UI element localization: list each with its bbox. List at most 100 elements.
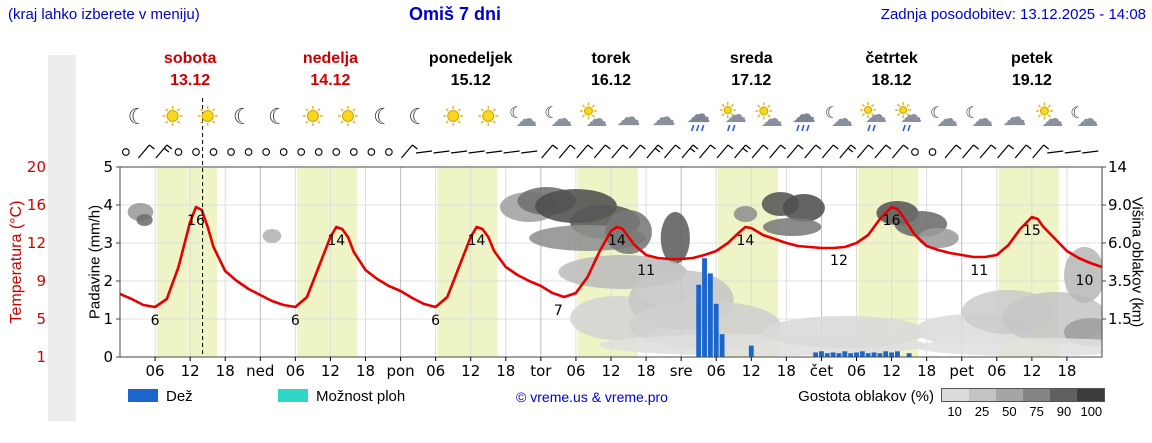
wind-barb-symbol [628, 144, 646, 159]
precip-bar [877, 353, 883, 357]
temp-tick-label: 9 [36, 272, 46, 290]
wind-line-symbol [503, 150, 520, 154]
cloud-blob [605, 210, 652, 254]
rain-legend-label: Dež [166, 388, 193, 405]
wind-calm-symbol [121, 148, 130, 156]
wind-calm-symbol [349, 148, 358, 156]
wind-barb-symbol [593, 144, 611, 159]
precip-bar [894, 351, 900, 357]
svg-text:☾: ☾ [930, 103, 944, 122]
wind-line-symbol [433, 150, 450, 154]
day-name: sobota [163, 50, 217, 67]
cloud-blob [782, 194, 825, 222]
temp-value-label: 7 [554, 303, 563, 319]
x-hour-label: 18 [777, 362, 796, 380]
temp-value-label: 12 [830, 253, 848, 269]
svg-text:☾: ☾ [544, 103, 558, 122]
x-hour-label: 18 [216, 362, 235, 380]
rain-legend-swatch [128, 389, 158, 402]
temp-curve [120, 205, 1102, 309]
temp-value-label: 16 [187, 213, 205, 229]
day-date: 16.12 [590, 72, 632, 89]
cloud-moon-icon: ☾☁ [509, 103, 537, 132]
sun-rain-icon: ☁ [719, 102, 747, 132]
cloud-blob [914, 338, 1102, 356]
temp-value-label: 14 [737, 233, 755, 249]
precip-bar [748, 345, 754, 357]
svg-text:☾: ☾ [825, 103, 839, 122]
wind-barb2-symbol [681, 144, 699, 159]
x-hour-label: 12 [1022, 362, 1041, 380]
svg-text:☾: ☾ [509, 103, 523, 122]
cloud-moon-icon: ☾☁ [544, 103, 572, 132]
wind-barb-symbol [663, 144, 681, 159]
wind-calm-symbol [385, 148, 393, 156]
wind-line-symbol [468, 150, 485, 154]
day-date: 17.12 [731, 72, 772, 89]
cloud-icon: ☁ [617, 103, 641, 131]
wind-barb2-symbol [734, 144, 751, 159]
precip-tick-label: 4 [103, 196, 113, 214]
wind-calm-symbol [279, 148, 288, 156]
cloud-tick-label: 3.5 [1108, 272, 1132, 290]
precip-bar [824, 353, 830, 357]
cloud-blob [917, 228, 959, 248]
sun-icon [197, 106, 218, 126]
day-name: sreda [729, 50, 773, 67]
x-day-label: ned [246, 362, 274, 380]
wind-barb-symbol [576, 144, 594, 159]
precip-bar [842, 351, 848, 357]
sun-cloud-icon: ☁ [755, 102, 783, 132]
wind-line-symbol [450, 150, 468, 154]
page-title: Omiš 7 dni [408, 4, 502, 24]
wind-calm-symbol [174, 148, 183, 156]
svg-text:☁: ☁ [865, 103, 887, 128]
wind-calm-symbol [244, 148, 253, 156]
precip-bar [865, 353, 871, 357]
x-day-label: pon [386, 362, 414, 380]
svg-text:☁: ☁ [900, 103, 922, 128]
sun-icon [302, 106, 323, 126]
wind-barb-symbol [944, 144, 962, 159]
x-hour-label: 18 [637, 362, 656, 380]
precip-bar [713, 303, 719, 357]
density-tick-label: 10 [947, 404, 962, 419]
precip-bar [696, 284, 702, 357]
density-tick-label: 100 [1080, 404, 1103, 419]
temp-tick-label: 20 [27, 158, 46, 176]
precip-tick-label: 3 [103, 234, 113, 252]
precip-bar [819, 351, 824, 357]
svg-text:☾: ☾ [233, 105, 253, 130]
copyright-link[interactable]: © vreme.us & vreme.pro [516, 389, 668, 405]
precip-tick-label: 5 [103, 158, 113, 176]
x-hour-label: 06 [847, 362, 866, 380]
svg-text:☾: ☾ [408, 105, 428, 130]
left-scale-strip [48, 55, 76, 421]
density-segment [969, 389, 996, 401]
density-tick-label: 25 [974, 404, 990, 419]
x-day-label: sre [670, 362, 693, 380]
precip-bar [719, 334, 725, 357]
daylight-band [297, 168, 358, 357]
x-hour-label: 12 [601, 362, 620, 380]
wind-calm-symbol [262, 148, 270, 156]
density-tick-label: 50 [1002, 404, 1017, 419]
wind-barb-symbol [558, 144, 576, 159]
temp-value-label: 6 [291, 313, 300, 329]
cloud-blob [762, 218, 822, 236]
wind-barb-symbol [716, 144, 734, 159]
sun-icon [443, 106, 464, 126]
temp-tick-label: 5 [36, 310, 46, 328]
wind-line-symbol [1082, 150, 1099, 154]
wind-calm-symbol [209, 148, 218, 156]
wind-barb-symbol [751, 144, 769, 159]
day-date: 18.12 [871, 72, 912, 89]
density-tick-label: 75 [1029, 404, 1044, 419]
temp-value-label: 11 [637, 263, 655, 279]
daylight-band [156, 168, 218, 357]
wind-barb-symbol [997, 144, 1015, 159]
moon-icon: ☾ [128, 105, 148, 130]
precip-tick-label: 2 [103, 272, 113, 290]
svg-text:☁: ☁ [971, 107, 993, 132]
